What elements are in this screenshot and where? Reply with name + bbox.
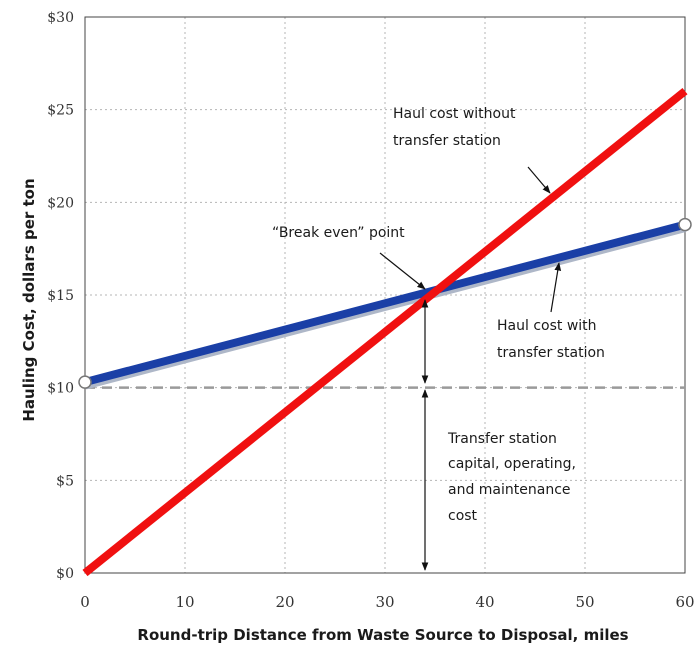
y-tick-label: $20 xyxy=(47,195,74,211)
annotation-without-line: Haul cost without xyxy=(393,106,516,122)
x-axis-ticks: 0 10 20 30 40 50 60 xyxy=(80,593,694,611)
plot-frame xyxy=(84,16,686,574)
annotation-capital-line: cost xyxy=(448,508,478,524)
x-axis-title: Round-trip Distance from Waste Source to… xyxy=(137,626,628,644)
annotation-with: Haul cost with transfer station xyxy=(497,318,605,361)
y-tick-label: $25 xyxy=(47,103,74,119)
without-arrow xyxy=(527,166,551,194)
x-tick-label: 50 xyxy=(575,593,594,611)
annotation-capital: Transfer station capital, operating, and… xyxy=(447,431,580,524)
annotation-capital-line: Transfer station xyxy=(447,431,557,447)
x-tick-label: 60 xyxy=(675,593,694,611)
grid xyxy=(85,17,685,573)
with-arrow xyxy=(550,262,562,313)
series-with-transfer-end-point xyxy=(678,217,692,232)
y-tick-label: $30 xyxy=(47,10,74,26)
series xyxy=(78,88,692,577)
x-tick-label: 30 xyxy=(375,593,394,611)
y-tick-label: $10 xyxy=(47,381,74,397)
annotation-capital-line: and maintenance xyxy=(448,482,571,498)
series-with-transfer-start-point xyxy=(78,375,92,389)
x-tick-label: 0 xyxy=(80,593,90,611)
annotation-with-line: transfer station xyxy=(497,345,605,361)
y-tick-label: $0 xyxy=(56,566,74,582)
y-tick-label: $5 xyxy=(56,473,74,489)
y-axis-ticks: $0 $5 $10 $15 $20 $25 $30 xyxy=(47,10,74,582)
annotation-break-even: “Break even” point xyxy=(272,225,405,241)
x-tick-label: 40 xyxy=(475,593,494,611)
x-tick-label: 10 xyxy=(175,593,194,611)
series-without-transfer-line xyxy=(82,88,688,577)
annotation-without: Haul cost without transfer station xyxy=(393,106,520,149)
series-with-transfer-line xyxy=(83,220,687,386)
annotation-capital-line: capital, operating, xyxy=(448,456,576,472)
annotation-with-line: Haul cost with xyxy=(497,318,597,334)
break-even-arrow xyxy=(379,252,426,290)
annotation-without-line: transfer station xyxy=(393,133,501,149)
x-tick-label: 20 xyxy=(275,593,294,611)
y-tick-label: $15 xyxy=(47,288,74,304)
y-axis-title: Hauling Cost, dollars per ton xyxy=(20,178,38,421)
